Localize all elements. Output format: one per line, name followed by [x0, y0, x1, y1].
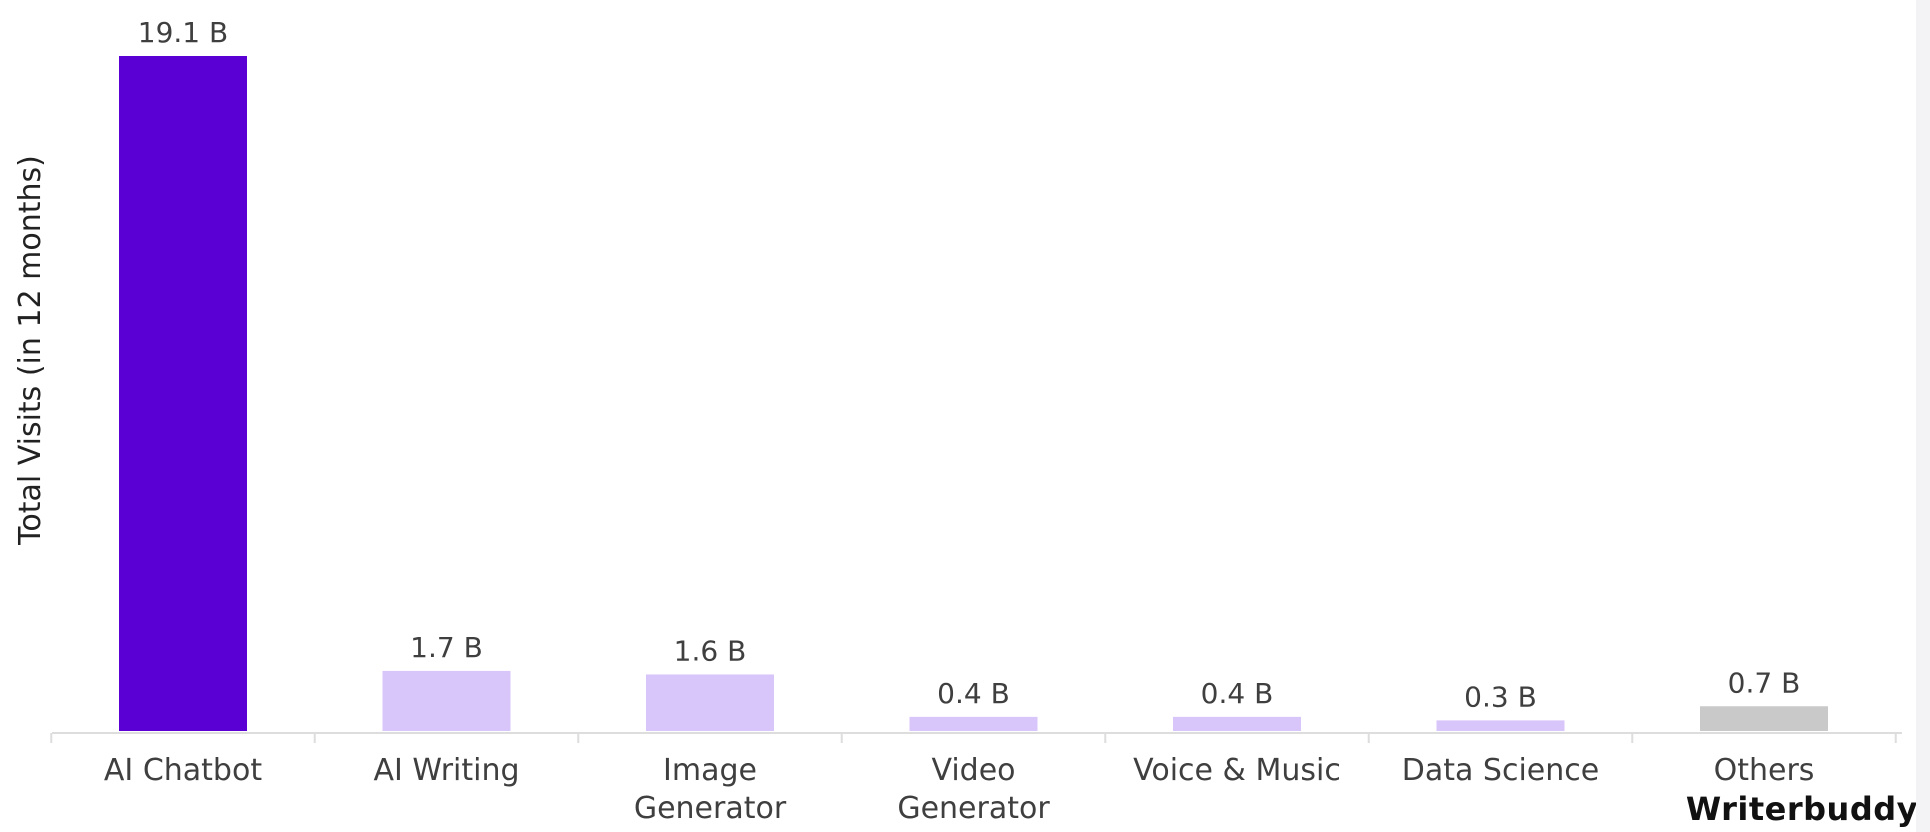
x-tick-label: AI Writing — [373, 753, 519, 788]
y-axis-title: Total Visits (in 12 months) — [13, 155, 48, 546]
bars-layer — [119, 56, 1828, 731]
x-ticks-layer — [50, 733, 1897, 743]
bar-value-label: 0.4 B — [937, 677, 1010, 710]
bar — [909, 716, 1038, 731]
x-labels-layer: AI Chatbot AI Writing ImageGeneratorVideoG… — [104, 753, 1815, 826]
bar-value-label: 19.1 B — [138, 16, 228, 49]
bar — [1173, 716, 1301, 731]
brand-logo: Writerbuddy — [1685, 790, 1918, 828]
value-labels-layer: 19.1 B 1.7 B 1.6 B 0.4 B 0.4 B 0.3 B 0.7 B — [138, 16, 1801, 713]
bar-value-label: 1.7 B — [410, 631, 483, 664]
x-tick-label: Image — [663, 753, 757, 788]
x-tick-label: Generator — [634, 791, 787, 826]
bar-value-label: 0.3 B — [1464, 680, 1537, 713]
bar — [1700, 706, 1828, 731]
bar-value-label: 0.4 B — [1201, 677, 1274, 710]
bar-value-label: 0.7 B — [1728, 666, 1801, 699]
x-tick-label: Generator — [897, 791, 1050, 826]
x-tick-label: Voice & Music — [1133, 753, 1341, 788]
bar-value-label: 1.6 B — [674, 634, 747, 667]
right-edge-strip — [1916, 0, 1930, 832]
x-tick-label: Data Science — [1402, 753, 1599, 788]
bar — [382, 670, 511, 731]
x-tick-label: Video — [931, 753, 1015, 788]
bar — [1436, 720, 1565, 731]
bar — [119, 56, 247, 731]
x-tick-label: AI Chatbot — [104, 753, 262, 788]
x-tick-label: Others — [1714, 753, 1815, 788]
bar — [646, 674, 774, 731]
